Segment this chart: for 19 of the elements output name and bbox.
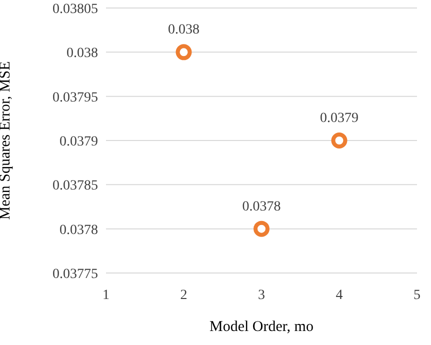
y-tick-label: 0.03775 [52, 266, 98, 282]
point [331, 132, 348, 148]
y-tick-label: 0.0379 [60, 134, 98, 150]
point [254, 220, 270, 237]
point [176, 44, 192, 60]
y-tick-label: 0.0378 [60, 222, 98, 238]
data-label: 0.0378 [242, 199, 281, 214]
y-tick-label: 0.038 [66, 46, 98, 62]
x-tick-label: 3 [258, 288, 265, 303]
x-axis-title: Model Order, mo [210, 319, 314, 335]
data-label: 0.038 [168, 22, 200, 38]
x-tick-label: 2 [180, 288, 188, 303]
y-tick-label: 0.03805 [52, 2, 98, 17]
y-tick-label: 0.03785 [52, 178, 98, 194]
y-tick-label: 0.03795 [52, 90, 98, 106]
x-tick-label: 1 [102, 288, 110, 303]
data-label: 0.0379 [320, 110, 358, 126]
x-tick-label: 4 [336, 288, 343, 303]
x-tick-label: 5 [414, 288, 420, 303]
